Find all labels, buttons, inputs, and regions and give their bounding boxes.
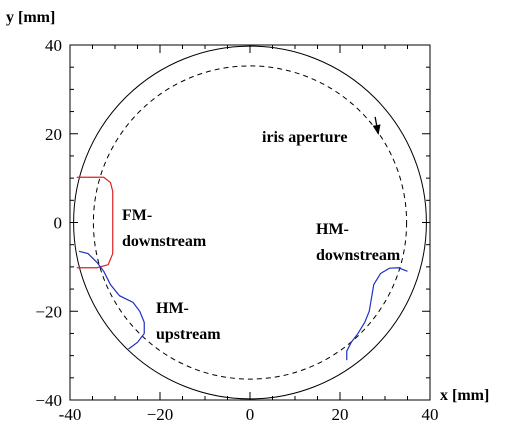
x-tick-label: -40 [59,405,82,424]
y-tick-label: 0 [54,214,63,233]
x-tick-labels: -40 −20 0 20 40 [59,405,439,424]
y-tick-label: −20 [35,302,62,321]
x-tick-label: 40 [422,405,439,424]
fm-downstream-curve [76,176,114,269]
y-tick-labels: −40 −20 0 20 40 [35,36,62,410]
x-tick-label: 0 [246,405,255,424]
y-tick-label: 40 [45,36,62,55]
hm-upstream-label-line1: HM- [156,300,189,317]
hm-downstream-curve [346,267,408,361]
iris-aperture-arrow [372,116,381,135]
x-axis-title: x [mm] [440,387,489,404]
hm-downstream-label-line2: downstream [316,247,401,264]
y-tick-label: −40 [35,391,62,410]
fm-downstream-label-line1: FM- [122,207,152,224]
outer-circle [73,45,427,400]
y-axis-title: y [mm] [6,9,55,26]
axis-ticks [69,44,431,401]
iris-aperture-circle [92,65,408,380]
hm-upstream-label-line2: upstream [156,326,221,343]
x-tick-label: −20 [147,405,174,424]
iris-aperture-label: iris aperture [262,129,347,146]
hm-upstream-curve [78,250,145,350]
hm-downstream-label-line1: HM- [316,221,349,238]
fm-downstream-label-line2: downstream [122,233,207,250]
x-tick-label: 20 [332,405,349,424]
y-tick-label: 20 [45,125,62,144]
